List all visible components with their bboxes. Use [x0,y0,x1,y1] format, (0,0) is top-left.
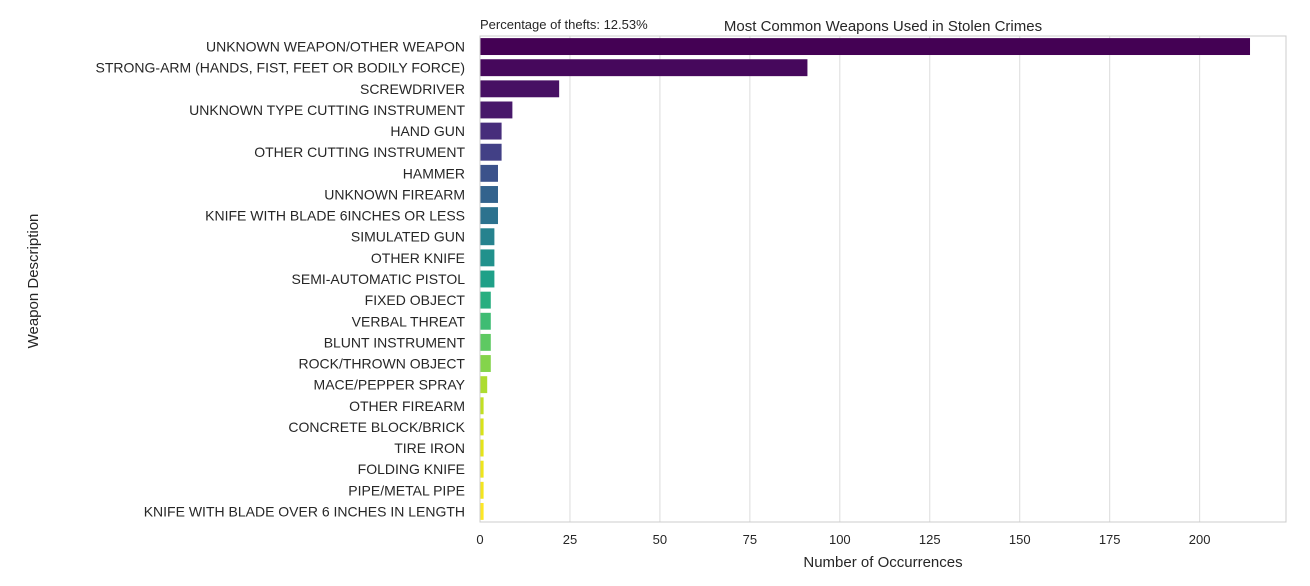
y-tick-label: KNIFE WITH BLADE 6INCHES OR LESS [205,208,465,224]
y-tick-label: VERBAL THREAT [352,313,466,329]
y-tick-label: FIXED OBJECT [365,292,466,308]
bar [480,249,495,267]
bar [480,101,513,119]
y-tick-label: HAND GUN [390,123,465,139]
y-tick-label: OTHER KNIFE [371,250,465,266]
bar [480,38,1251,56]
bar [480,502,484,520]
bar [480,59,808,77]
x-tick-label: 50 [653,532,667,547]
x-tick-labels: 0 25 50 75 100 125 150 175 200 [476,532,1210,547]
bar [480,143,502,161]
y-tick-label: SEMI-AUTOMATIC PISTOL [292,271,466,287]
y-tick-label: HAMMER [403,165,465,181]
y-tick-label: SIMULATED GUN [351,229,465,245]
bar [480,164,498,182]
bar [480,376,488,394]
y-tick-label: UNKNOWN WEAPON/OTHER WEAPON [206,39,465,55]
bar [480,312,491,330]
bar [480,481,484,499]
bar [480,439,484,457]
bar [480,291,491,309]
bar [480,122,502,140]
x-tick-label: 75 [743,532,757,547]
y-tick-label: STRONG-ARM (HANDS, FIST, FEET OR BODILY … [96,60,465,76]
bar-layer [480,38,1251,520]
x-tick-label: 175 [1099,532,1121,547]
x-tick-label: 100 [829,532,851,547]
y-tick-label: CONCRETE BLOCK/BRICK [288,419,465,435]
bar [480,418,484,436]
bar [480,186,498,203]
bar [480,207,498,225]
y-tick-labels: UNKNOWN WEAPON/OTHER WEAPON STRONG-ARM (H… [96,39,466,520]
bar [480,397,484,415]
y-tick-label: OTHER CUTTING INSTRUMENT [254,144,465,160]
y-tick-label: UNKNOWN FIREARM [324,186,465,202]
bar [480,228,495,246]
x-tick-label: 25 [563,532,577,547]
x-tick-label: 0 [476,532,483,547]
bar [480,270,495,288]
y-axis-label: Weapon Description [25,214,42,349]
y-tick-label: FOLDING KNIFE [358,461,465,477]
y-tick-label: ROCK/THROWN OBJECT [299,356,466,372]
bar [480,355,491,372]
grid-layer [479,36,1201,522]
y-tick-label: SCREWDRIVER [360,81,465,97]
y-tick-label: KNIFE WITH BLADE OVER 6 INCHES IN LENGTH [144,503,465,519]
y-tick-label: BLUNT INSTRUMENT [324,334,466,350]
bar [480,80,560,98]
bar [480,333,491,351]
x-tick-label: 125 [919,532,941,547]
y-tick-label: PIPE/METAL PIPE [348,482,465,498]
chart-title: Most Common Weapons Used in Stolen Crime… [724,18,1042,35]
chart-annotation: Percentage of thefts: 12.53% [480,17,648,32]
plot-frame [479,35,1287,523]
x-tick-label: 150 [1009,532,1031,547]
bar [480,460,484,478]
y-tick-label: MACE/PEPPER SPRAY [314,377,466,393]
y-tick-label: TIRE IRON [394,440,465,456]
x-axis-label: Number of Occurrences [803,554,962,571]
y-tick-label: UNKNOWN TYPE CUTTING INSTRUMENT [189,102,465,118]
y-tick-label: OTHER FIREARM [349,398,465,414]
plot-background [480,36,1286,522]
x-tick-label: 200 [1189,532,1211,547]
